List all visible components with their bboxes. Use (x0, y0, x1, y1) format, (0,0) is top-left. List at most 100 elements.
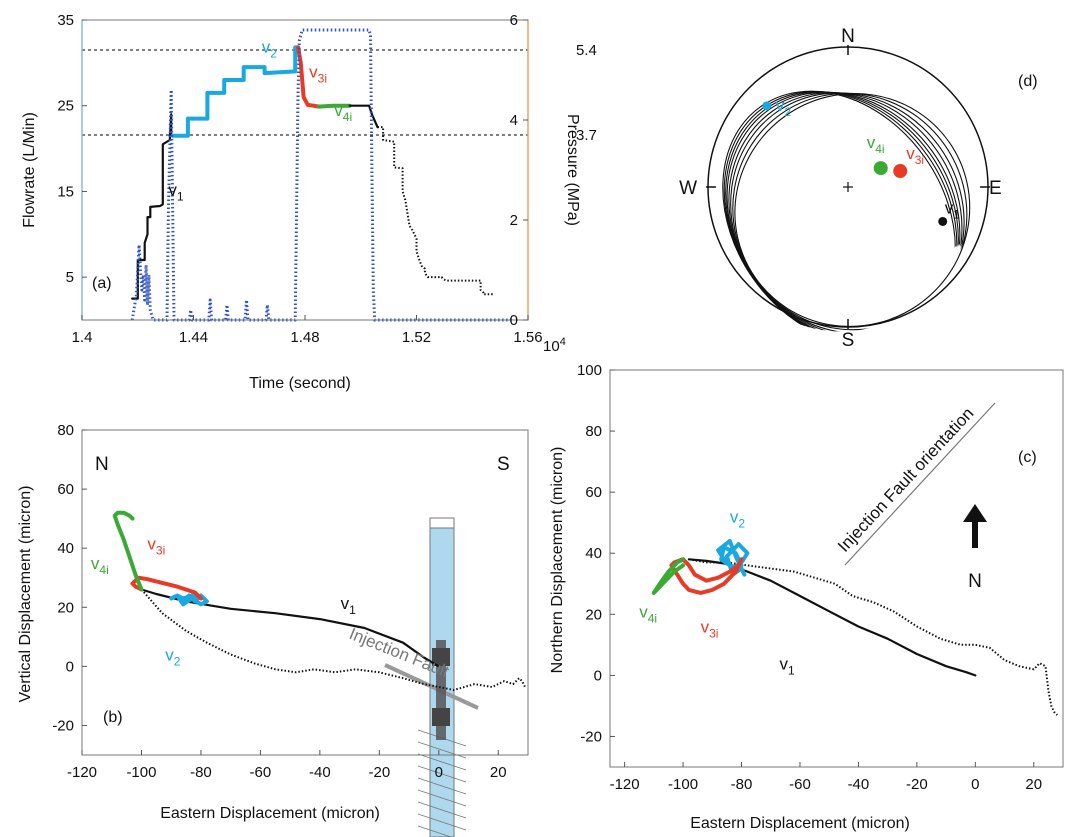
x-axis-label-b: Eastern Displacement (micron) (160, 805, 380, 822)
x-tick-label: -100 (668, 776, 698, 793)
pole-v4i (873, 161, 888, 176)
series-c-v3i (669, 557, 744, 595)
borehole-top (429, 517, 455, 529)
ticks-b: -120 -100 -80 -60 -40 -20 0 20 -20 0 20 40 60 80 (52, 422, 506, 781)
hatch-line (417, 813, 467, 831)
x-tick-label: -60 (789, 776, 811, 793)
pole-label-v4i: v4i (867, 133, 885, 156)
injection-fault-line (384, 663, 479, 710)
plot-frame-a (81, 19, 529, 321)
y-tick-label: 0 (66, 658, 74, 675)
series-label-v3i: v3i (309, 62, 327, 85)
series-a-flow-tail-dotted (377, 126, 495, 296)
series-c-v4i (651, 557, 686, 595)
series-a-v2 (170, 45, 300, 138)
panel-d: N S W E v2 v4i v3i v1 (d) (679, 26, 1038, 351)
y-tick-label: 0 (594, 667, 602, 684)
series-label-v4i: v4i (91, 554, 109, 577)
hatch-line (417, 765, 467, 783)
packer-lower (432, 708, 450, 726)
annotations-c: v1 v2 v3i v4i (639, 508, 795, 678)
x-tick-label: 0 (971, 776, 979, 793)
annotations-a: v1 v2 v3i v4i (168, 38, 352, 204)
x-tick-label: 1.52 (402, 329, 431, 346)
fault-orientation-label: Injection Fault orientation (834, 404, 977, 556)
compass-s: S (842, 330, 855, 351)
x-tick-label: -40 (309, 764, 331, 781)
series-label-v1: v1 (780, 654, 796, 677)
flow-pressure-series (130, 28, 515, 322)
x-exponent-a: 104 (543, 336, 566, 355)
x-tick-label: -60 (250, 764, 272, 781)
y-tick-label: 25 (57, 98, 74, 115)
pole-v3i (893, 164, 908, 179)
hatch-line (417, 789, 467, 807)
series-label-v1: v1 (341, 594, 357, 617)
x-tick-label: -120 (610, 776, 640, 793)
y-tick-label: 35 (57, 12, 74, 29)
y-tick-label: -20 (580, 728, 602, 745)
y-right-tick-label: 2 (510, 212, 518, 229)
hatch-line (417, 825, 453, 837)
x-tick-label: 20 (490, 764, 507, 781)
y-axis-label-c: Northern Displacement (micron) (549, 447, 566, 674)
y-tick-label: 60 (57, 481, 74, 498)
displacement-series-c (651, 539, 1058, 716)
pole-v1 (938, 216, 948, 226)
series-c-v1-dotted (688, 558, 1058, 716)
x-axis-label-c: Eastern Displacement (micron) (690, 815, 910, 832)
x-tick-label: 1.4 (72, 329, 93, 346)
compass-w: W (679, 178, 697, 199)
x-tick-label: -40 (848, 776, 870, 793)
north-arrow-head (963, 504, 987, 522)
ticks-a: 1.4 1.44 1.48 1.52 1.56 5 15 25 35 0 2 4 6 (57, 12, 542, 346)
x-tick-label: -20 (906, 776, 928, 793)
series-label-v3i: v3i (701, 618, 719, 641)
series-label-v3i: v3i (147, 535, 165, 558)
x-tick-label: -120 (67, 764, 97, 781)
hatch-line (417, 801, 467, 819)
y-axis-label-b: Vertical Displacement (micron) (17, 486, 34, 703)
y-tick-label: 5 (66, 269, 74, 286)
x-tick-label: -80 (731, 776, 753, 793)
y-tick-label: 80 (585, 423, 602, 440)
series-label-v2: v2 (730, 508, 746, 531)
series-a-flow-tail (348, 104, 379, 129)
y-tick-label: 20 (57, 599, 74, 616)
packer-upper (432, 648, 450, 666)
y-axis-label-a: Flowrate (L/Min) (21, 112, 38, 228)
panel-label-a: (a) (92, 275, 112, 292)
x-tick-label: 0 (435, 764, 443, 781)
series-c-v2 (716, 539, 750, 577)
reference-label-5.4: 5.4 (576, 42, 597, 59)
series-label-v2: v2 (262, 38, 278, 61)
hatch-line (417, 753, 467, 771)
x-tick-label: -20 (368, 764, 390, 781)
y-right-tick-label: 4 (510, 112, 518, 129)
panel-label-d: (d) (1018, 73, 1038, 90)
series-b-v3i (130, 575, 203, 601)
compass-e: E (989, 178, 1002, 199)
north-arrow (963, 504, 987, 548)
plot-frame-c (609, 369, 1064, 768)
y-right-axis-label-a: Pressure (MPa) (564, 114, 581, 226)
y-tick-label: 20 (585, 606, 602, 623)
y-tick-label: 40 (585, 545, 602, 562)
y-tick-label: 40 (57, 540, 74, 557)
panel-c: Injection Fault orientation N -120 -100 -8… (549, 362, 1064, 832)
annotations-b: v1 v2 v3i v4i (91, 535, 356, 669)
fault-orientation-line (844, 402, 996, 566)
panel-label-c: (c) (1018, 449, 1037, 466)
panel-b: -120 -100 -80 -60 -40 -20 0 20 -20 0 20 40 60 80 East… (17, 422, 529, 837)
y-tick-label: -20 (52, 717, 74, 734)
pole-label-v3i: v3i (906, 144, 924, 167)
hatch-line (417, 777, 467, 795)
pole-label-v2: v2 (776, 96, 792, 119)
x-tick-label: -80 (190, 764, 212, 781)
x-tick-label: 20 (1025, 776, 1042, 793)
y-tick-label: 100 (577, 362, 602, 379)
plot-frame-b (81, 429, 529, 756)
north-arrow-label: N (968, 571, 982, 592)
x-tick-label: 1.56 (513, 329, 542, 346)
reference-label-3.7: 3.7 (576, 127, 597, 144)
